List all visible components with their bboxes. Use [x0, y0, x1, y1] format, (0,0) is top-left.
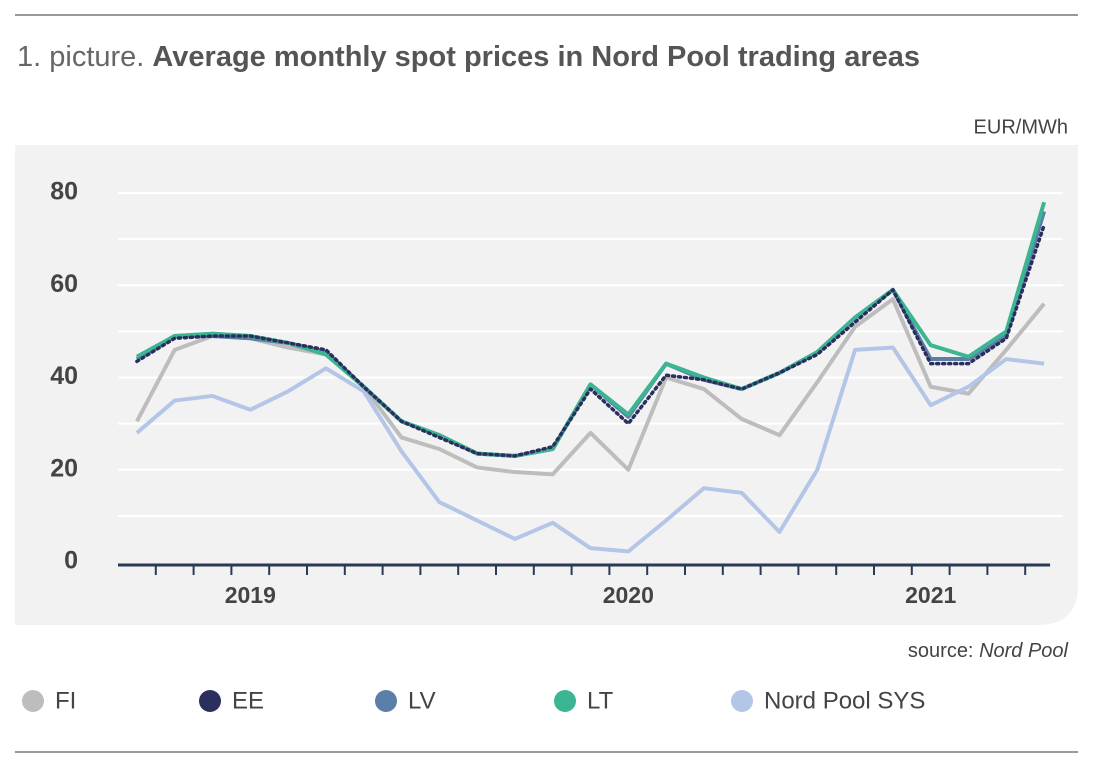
- figure-label: 1. picture.: [17, 41, 144, 73]
- legend-swatch: [199, 690, 221, 712]
- legend-label: LV: [408, 687, 436, 714]
- legend-label: Nord Pool SYS: [764, 687, 925, 714]
- plot-background: [15, 145, 1078, 625]
- y-axis-label: EUR/MWh: [974, 116, 1068, 138]
- legend-label: FI: [55, 687, 76, 714]
- y-tick-label: 40: [50, 362, 78, 390]
- chart-title: Average monthly spot prices in Nord Pool…: [152, 41, 920, 73]
- x-tick-label: 2021: [905, 582, 956, 608]
- legend-label: LT: [587, 687, 614, 714]
- y-tick-label: 60: [50, 270, 78, 298]
- y-tick-label: 20: [50, 454, 78, 482]
- x-tick-label: 2020: [603, 582, 654, 608]
- y-tick-label: 0: [64, 547, 78, 575]
- x-tick-label: 2019: [225, 582, 276, 608]
- y-tick-label: 80: [50, 178, 78, 206]
- source-name: Nord Pool: [979, 640, 1068, 662]
- legend-swatch: [731, 690, 753, 712]
- legend-swatch: [22, 690, 44, 712]
- title: 1. picture. Average monthly spot prices …: [17, 41, 920, 73]
- legend-swatch: [554, 690, 576, 712]
- series-line: [135, 223, 1046, 458]
- source: source: Nord Pool: [908, 640, 1069, 662]
- series-line: [135, 345, 1045, 554]
- legend-label: EE: [232, 687, 264, 714]
- legend-swatch: [375, 690, 397, 712]
- series-line: [135, 297, 1046, 477]
- source-label: source:: [908, 640, 974, 662]
